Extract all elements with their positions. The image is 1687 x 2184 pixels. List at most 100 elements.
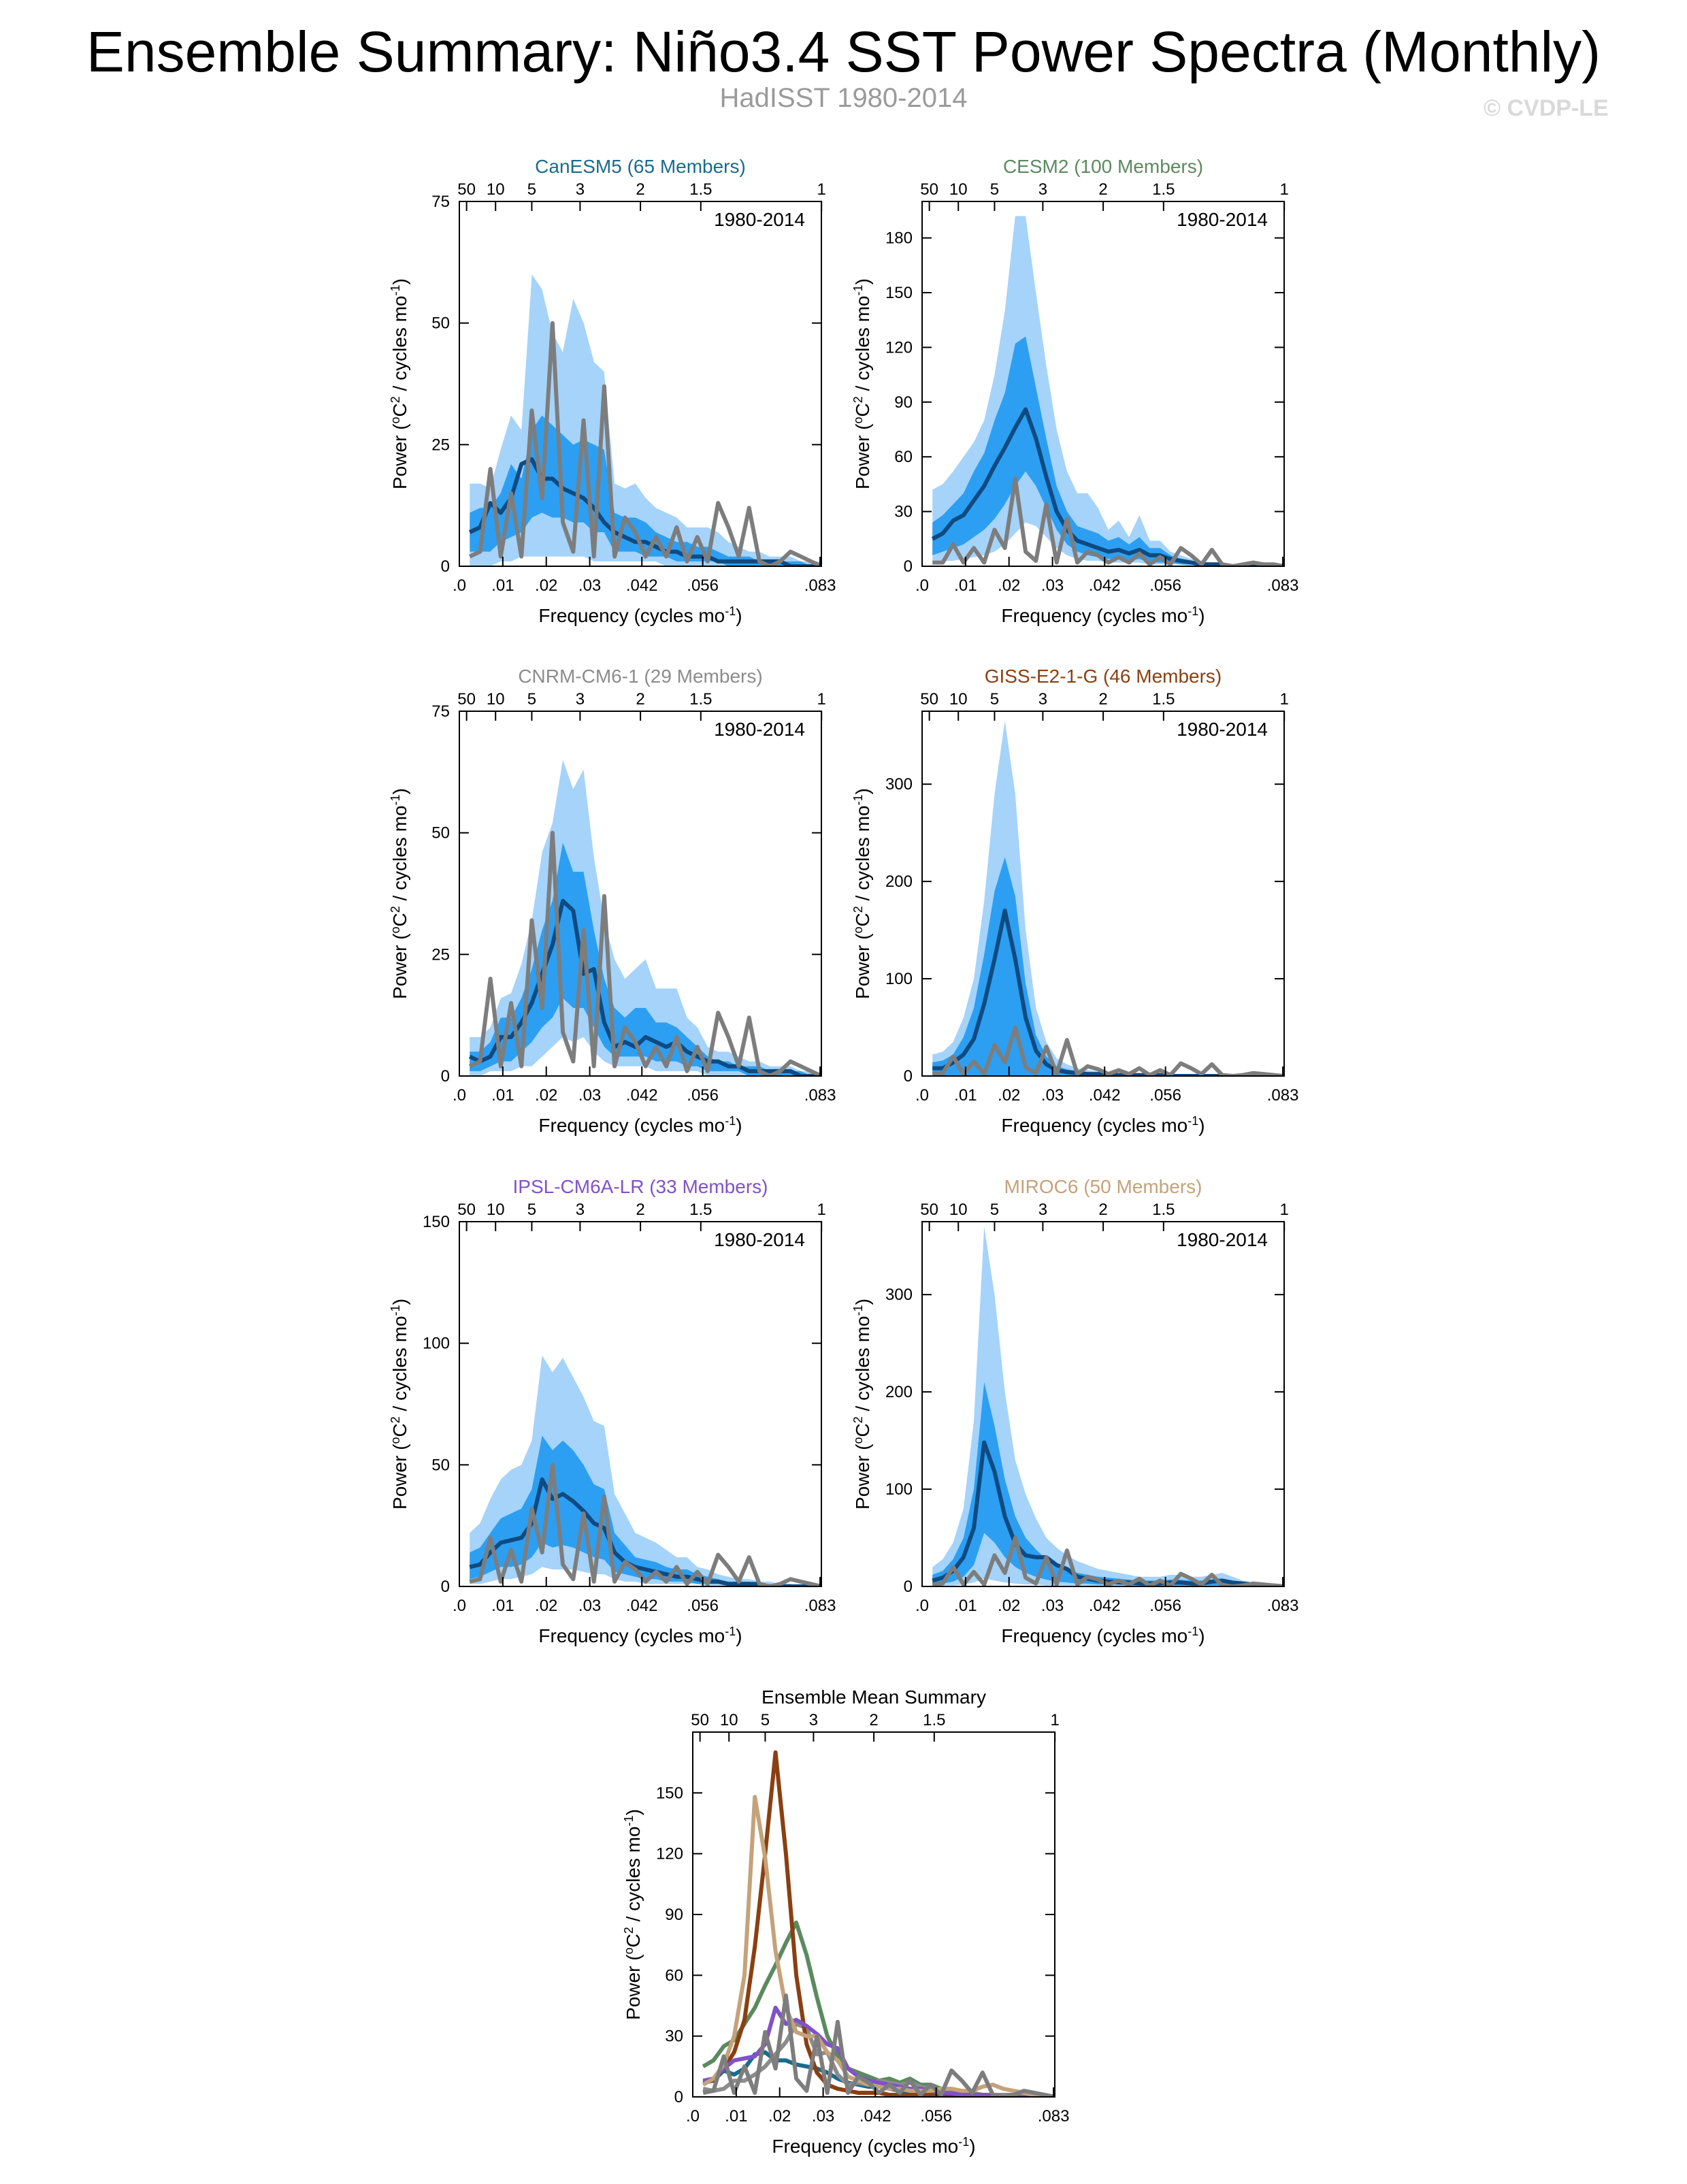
period-tick-label: 1.5 [689,1201,712,1219]
period-tick-label: 3 [809,1711,818,1729]
x-tick-label: .0 [915,576,929,595]
y-axis-label: Power (oC2 / cycles mo-1) [851,278,873,489]
y-tick-label: 150 [423,1213,450,1231]
period-tick-label: 50 [920,690,938,708]
observations-line [932,476,1284,566]
plot-area [932,1226,1284,1586]
x-tick-label: .03 [578,576,601,595]
x-tick-label: .042 [626,1597,658,1615]
period-tick-label: 1.5 [689,180,712,199]
y-tick-label: 60 [665,1966,683,1985]
x-tick-label: .083 [1267,1597,1299,1615]
x-tick-label: .01 [954,1086,977,1105]
x-tick-label: .01 [725,2107,747,2125]
period-tick-label: 10 [949,180,968,199]
y-tick-label: 30 [665,2027,683,2046]
period-tick-label: 1.5 [1152,180,1175,199]
x-tick-label: .083 [1267,576,1299,595]
period-tick-label: 1 [817,180,826,199]
plot-area [469,1355,821,1586]
y-tick-label: 200 [885,1383,913,1401]
y-tick-label: 50 [431,824,450,843]
x-tick-label: .042 [1089,1086,1121,1105]
y-tick-label: 50 [431,314,450,333]
panel-title: Ensemble Mean Summary [761,1686,986,1708]
period-tick-label: 10 [487,180,505,199]
y-tick-label: 25 [431,945,450,964]
x-tick-label: .083 [804,1086,836,1105]
x-tick-label: .02 [535,1597,557,1615]
period-tick-label: 50 [457,180,476,199]
x-tick-label: .056 [1149,1086,1181,1105]
y-tick-label: 90 [894,393,913,412]
period-tick-label: 1 [1280,690,1289,708]
x-tick-label: .03 [578,1597,601,1615]
y-axis-label: Power (oC2 / cycles mo-1) [851,788,873,999]
period-tick-label: 5 [527,1201,536,1219]
y-tick-label: 150 [885,284,913,302]
x-tick-label: .042 [1089,576,1121,595]
y-tick-label: 30 [894,503,913,521]
x-tick-label: .083 [1038,2107,1070,2125]
x-tick-label: .042 [859,2107,891,2125]
x-tick-label: .03 [1041,1086,1064,1105]
x-tick-label: .0 [915,1597,929,1615]
x-tick-label: .0 [453,1597,466,1615]
period-tick-label: 1 [1051,1711,1060,1729]
period-tick-label: 10 [949,690,968,708]
plot-area [468,274,821,566]
y-tick-label: 100 [885,970,913,988]
y-tick-label: 150 [656,1784,683,1802]
period-label: 1980-2014 [1177,719,1268,740]
period-tick-label: 1 [817,690,826,708]
y-tick-label: 200 [885,873,913,891]
copyright-label: © CVDP-LE [1484,95,1609,121]
period-tick-label: 2 [869,1711,878,1729]
x-tick-label: .056 [920,2107,952,2125]
period-tick-label: 10 [949,1201,968,1219]
y-tick-label: 180 [885,229,913,248]
x-tick-label: .083 [1267,1086,1299,1105]
series-line-6 [702,1993,1055,2097]
y-tick-label: 100 [423,1335,450,1353]
spread-band-inner [932,857,1284,1076]
x-tick-label: .083 [804,576,836,595]
y-axis-label: Power (oC2 / cycles mo-1) [389,1299,410,1510]
x-tick-label: .0 [453,576,466,595]
y-tick-label: 60 [894,448,913,466]
period-tick-label: 50 [691,1711,709,1729]
period-tick-label: 5 [990,690,999,708]
x-tick-label: .042 [626,576,658,595]
x-axis-label: Frequency (cycles mo-1) [538,1625,742,1646]
x-tick-label: .03 [812,2107,834,2125]
y-tick-label: 25 [431,436,450,454]
period-tick-label: 5 [527,690,536,708]
y-tick-label: 300 [885,775,913,794]
period-tick-label: 10 [487,690,505,708]
spread-band-inner [932,1382,1284,1586]
x-tick-label: .056 [687,576,719,595]
x-tick-label: .042 [1089,1597,1121,1615]
period-tick-label: 10 [487,1201,505,1219]
x-axis-label: Frequency (cycles mo-1) [1001,1114,1205,1136]
panel-title: CESM2 (100 Members) [1003,156,1203,177]
plot-area [702,1750,1055,2097]
plot-area [931,216,1284,566]
y-axis-label: Power (oC2 / cycles mo-1) [622,1809,644,2020]
panel-title: CanESM5 (65 Members) [535,156,746,177]
plot-area [932,721,1284,1076]
ensemble-mean-line [932,1440,1284,1586]
x-tick-label: .02 [998,1597,1020,1615]
period-tick-label: 2 [1098,1201,1107,1219]
x-axis-label: Frequency (cycles mo-1) [1001,604,1205,626]
observations-line [468,321,821,566]
period-tick-label: 3 [1038,690,1047,708]
period-tick-label: 5 [990,180,999,199]
